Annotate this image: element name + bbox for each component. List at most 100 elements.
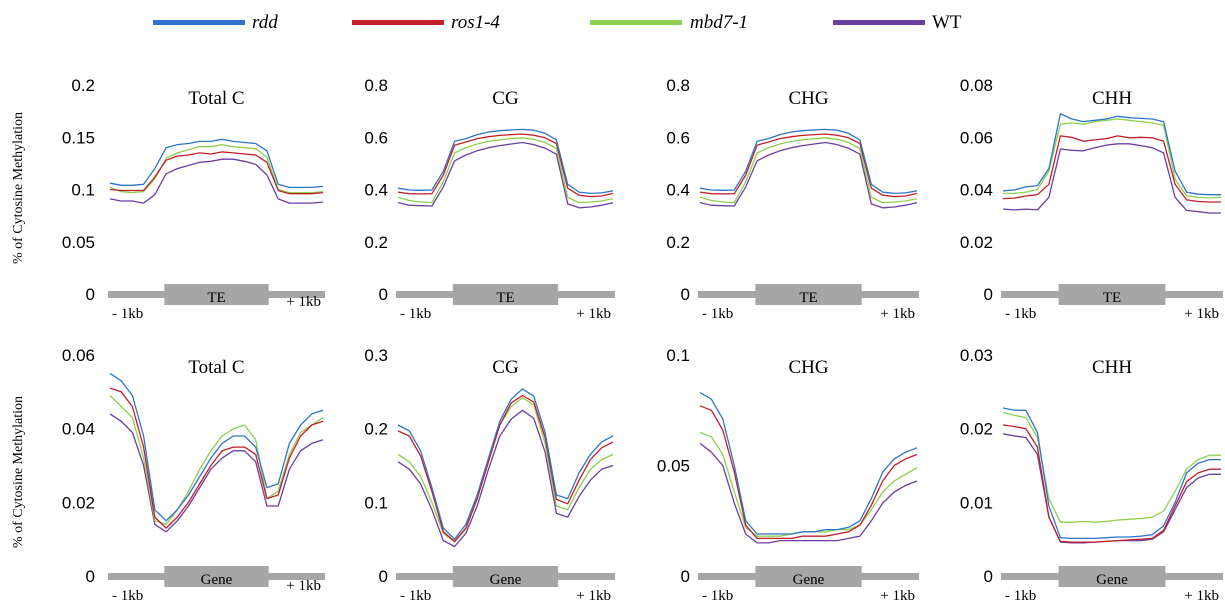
segment-box-gene [1058,566,1166,587]
region-label-left: - 1kb [702,588,733,604]
region-label-right: + 1kb [1184,588,1219,604]
y-tick-label: 0.08 [960,76,993,95]
segment-box-te [755,284,862,305]
region-label-left: - 1kb [400,588,431,604]
series-line-WT [397,141,614,209]
y-tick-label: 0 [984,285,993,304]
y-tick-label: 0 [86,285,95,304]
segment-label: TE [496,290,514,306]
y-axis-labels: % of Cytosine Methylation % of Cytosine M… [11,112,26,548]
chart-panels: Total C 0 0.05 0.1 0.15 0.2 TE - 1kb + 1kb CG 0 0.2… [62,76,1223,604]
segment-label: Gene [1096,572,1128,588]
segment-box-gene [452,566,559,587]
y-tick-label: 0.06 [960,128,993,147]
chart-panel-1-3: CHH 0 0.01 0.02 0.03 Gene - 1kb + 1kb [960,346,1223,604]
series-line-mbd7-1 [1003,118,1222,199]
segment-label: TE [207,290,225,306]
chart-panel-1-1: CG 0 0.1 0.2 0.3 Gene - 1kb + 1kb [364,346,615,604]
y-tick-label: 0.2 [666,233,690,252]
series-line-WT [397,409,614,548]
series-line-rdd [397,128,614,195]
region-label-left: - 1kb [112,588,143,604]
region-label-left: - 1kb [1005,306,1036,322]
y-axis-label-row-1: % of Cytosine Methylation [11,396,26,548]
chart-panel-0-2: CHG 0 0.2 0.4 0.6 0.8 TE - 1kb + 1kb [666,76,919,322]
series-line-ros1-4 [699,133,918,198]
y-tick-label: 0.6 [364,128,388,147]
series-line-mbd7-1 [699,137,918,204]
series-line-WT [699,141,918,209]
y-tick-label: 0.03 [960,346,993,365]
series-line-ros1-4 [397,133,614,198]
panel-title: Total C [188,357,244,378]
series-line-WT [109,158,324,204]
chart-panel-1-0: Total C 0 0.02 0.04 0.06 Gene - 1kb + 1kb [62,346,325,604]
legend-label-rdd: rdd [252,12,278,33]
region-label-right: + 1kb [576,588,611,604]
series-line-mbd7-1 [699,431,918,537]
y-tick-label: 0.01 [960,493,993,512]
region-label-left: - 1kb [112,306,143,322]
y-tick-label: 0.4 [666,181,690,200]
segment-label: Gene [201,572,233,588]
series-line-ros1-4 [397,394,614,543]
series-line-WT [699,442,918,544]
y-tick-label: 0.05 [657,457,690,476]
series-line-rdd [699,392,918,535]
legend-label-mbd7-1: mbd7-1 [690,12,748,33]
series-line-rdd [397,388,614,540]
y-tick-label: 0.02 [960,233,993,252]
series-line-rdd [109,138,324,189]
legend-swatch-mbd7-1 [590,20,682,25]
segment-box-te [1058,284,1166,305]
legend-swatch-rdd [153,20,245,25]
chart-panel-0-0: Total C 0 0.05 0.1 0.15 0.2 TE - 1kb + 1kb [62,76,325,322]
series-line-mbd7-1 [109,143,324,194]
region-label-right: + 1kb [880,306,915,322]
segment-label: TE [799,290,817,306]
panel-title: CHG [788,357,828,378]
legend-label-ros1-4: ros1-4 [451,12,500,33]
segment-box-te [452,284,559,305]
series-line-WT [1002,143,1221,214]
region-label-right: + 1kb [1184,306,1219,322]
panel-title: CHH [1092,88,1132,109]
series-line-rdd [109,372,324,522]
series-line-mbd7-1 [397,397,614,543]
region-label-right: + 1kb [880,588,915,604]
region-label-left: - 1kb [1005,588,1036,604]
legend-swatch-WT [833,20,925,25]
series-line-ros1-4 [1002,135,1221,203]
segment-label: Gene [490,572,522,588]
region-label-right: + 1kb [576,306,611,322]
y-tick-label: 0.2 [71,76,95,95]
series-line-ros1-4 [109,387,324,529]
y-tick-label: 0.4 [364,181,388,200]
panel-title: Total C [188,88,244,109]
y-tick-label: 0 [984,567,993,586]
y-axis-label-row-0: % of Cytosine Methylation [11,112,26,264]
region-label-left: - 1kb [702,306,733,322]
series-line-ros1-4 [109,151,324,195]
y-tick-label: 0.06 [62,346,95,365]
y-tick-label: 0.2 [364,420,388,439]
segment-label: Gene [793,572,825,588]
y-tick-label: 0.1 [666,346,690,365]
y-tick-label: 0.6 [666,128,690,147]
panel-title: CHG [788,88,828,109]
series-line-ros1-4 [699,405,918,540]
segment-box-gene [755,566,862,587]
y-tick-label: 0 [379,567,388,586]
y-tick-label: 0.04 [62,420,95,439]
y-tick-label: 0.8 [364,76,388,95]
y-tick-label: 0.1 [71,181,95,200]
y-tick-label: 0 [86,567,95,586]
segment-box-te [164,284,269,305]
region-label-right: + 1kb [286,578,321,594]
legend-label-WT: WT [932,12,962,33]
segment-box-gene [164,566,269,587]
series-line-mbd7-1 [397,137,614,204]
segment-label: TE [1103,290,1121,306]
series-line-WT [1002,433,1221,544]
